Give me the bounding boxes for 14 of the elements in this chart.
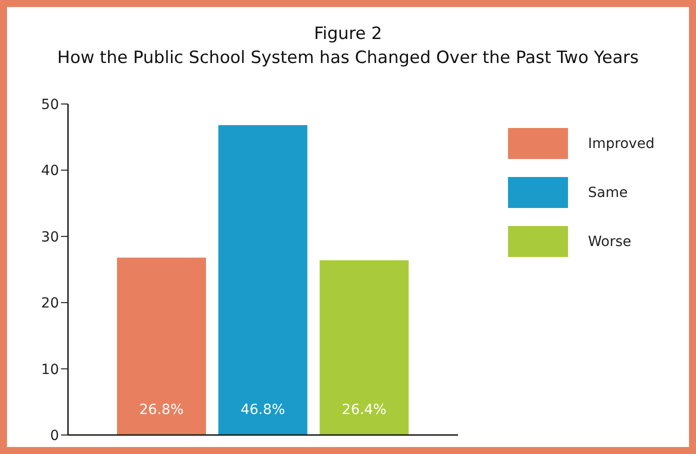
y-tick-label: 30 <box>41 229 59 246</box>
legend-label: Worse <box>588 234 632 250</box>
chart-title: Figure 2 <box>312 23 384 46</box>
y-tick-label: 10 <box>41 362 59 378</box>
data-label: 26.8% <box>139 402 184 418</box>
data-label: 26.4% <box>342 402 386 418</box>
legend-label: Same <box>588 184 628 200</box>
y-tick-label: 0 <box>50 428 59 444</box>
data-label: 46.8% <box>240 402 286 418</box>
legend-label: Improved <box>588 136 654 152</box>
chart-subtitle: How the Public School System has Changed Over the Past Two Years <box>56 47 640 70</box>
y-tick-label: 20 <box>41 296 59 312</box>
y-tick-label: 40 <box>41 163 59 180</box>
y-tick-label: 50 <box>41 96 59 113</box>
